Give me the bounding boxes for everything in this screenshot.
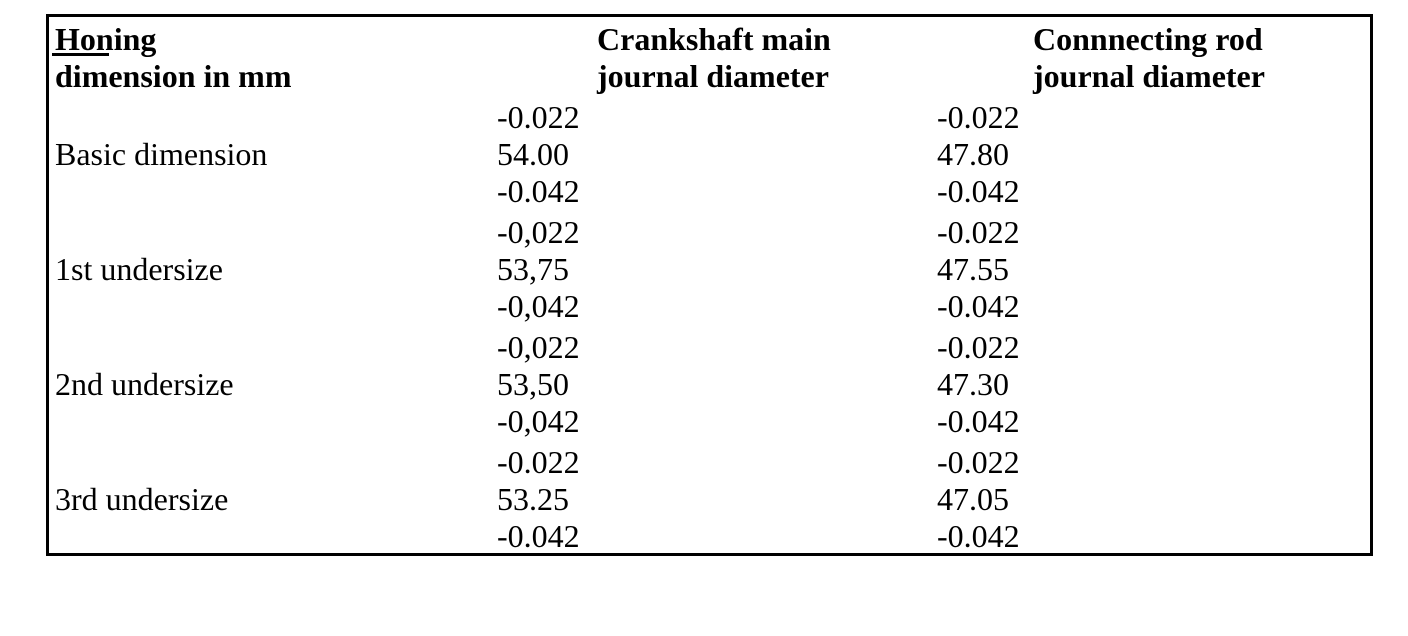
row-label-cell: 2nd undersize (49, 329, 497, 440)
main-journal-cell: -0.022 53.25 -0.042 (497, 444, 937, 555)
tolerance-upper: -0.022 (937, 444, 1020, 480)
row-label-cell: 1st undersize (49, 214, 497, 325)
diameter-value: 47.80 (937, 136, 1009, 172)
diameter-value: 47.30 (937, 366, 1009, 402)
tolerance-lower: -0,042 (497, 288, 580, 324)
table-header-row: Honing dimension in mm Crankshaft main j… (49, 21, 1370, 95)
tolerance-upper: -0.022 (937, 99, 1020, 135)
tolerance-upper: -0.022 (497, 99, 580, 135)
header-honing-line2: dimension in mm (55, 58, 292, 94)
rod-journal-cell: -0.022 47.55 -0.042 (937, 214, 1370, 325)
header-cell-honing-dimension: Honing dimension in mm (49, 21, 497, 95)
rod-journal-cell: -0.022 47.30 -0.042 (937, 329, 1370, 440)
tolerance-lower: -0.042 (937, 173, 1020, 209)
tolerance-upper: -0.022 (937, 214, 1020, 250)
tolerance-lower: -0.042 (937, 518, 1020, 554)
tolerance-lower: -0.042 (937, 403, 1020, 439)
table-row-3rd-undersize: 3rd undersize -0.022 53.25 -0.042 -0.022… (49, 444, 1370, 555)
table-row-2nd-undersize: 2nd undersize -0,022 53,50 -0,042 -0.022… (49, 329, 1370, 440)
header-crankshaft-line2: journal diameter (597, 58, 829, 94)
tolerance-lower: -0.042 (497, 173, 580, 209)
header-cell-crankshaft-main: Crankshaft main journal diameter (497, 21, 937, 95)
row-label: 1st undersize (55, 251, 223, 287)
tolerance-lower: -0,042 (497, 403, 580, 439)
header-connecting-rod-line2: journal diameter (1033, 58, 1265, 94)
diameter-value: 54.00 (497, 136, 569, 172)
tolerance-upper: -0,022 (497, 214, 580, 250)
header-honing-line1: Honing (55, 21, 157, 57)
diameter-value: 53,50 (497, 366, 569, 402)
tolerance-lower: -0.042 (497, 518, 580, 554)
table-row-1st-undersize: 1st undersize -0,022 53,75 -0,042 -0.022… (49, 214, 1370, 325)
diameter-value: 47.55 (937, 251, 1009, 287)
honing-dimensions-table: Honing dimension in mm Crankshaft main j… (46, 14, 1373, 556)
tolerance-lower: -0.042 (937, 288, 1020, 324)
row-label: 3rd undersize (55, 481, 229, 517)
row-label: Basic dimension (55, 136, 268, 172)
main-journal-cell: -0.022 54.00 -0.042 (497, 99, 937, 210)
tolerance-upper: -0,022 (497, 329, 580, 365)
row-label: 2nd undersize (55, 366, 234, 402)
honing-underline-mark (52, 53, 109, 56)
diameter-value: 53.25 (497, 481, 569, 517)
diameter-value: 47.05 (937, 481, 1009, 517)
tolerance-upper: -0.022 (937, 329, 1020, 365)
row-label-cell: 3rd undersize (49, 444, 497, 555)
table-row-basic-dimension: Basic dimension -0.022 54.00 -0.042 -0.0… (49, 99, 1370, 210)
rod-journal-cell: -0.022 47.80 -0.042 (937, 99, 1370, 210)
main-journal-cell: -0,022 53,75 -0,042 (497, 214, 937, 325)
header-connecting-rod-line1: Connnecting rod (1033, 21, 1263, 57)
rod-journal-cell: -0.022 47.05 -0.042 (937, 444, 1370, 555)
header-cell-connecting-rod: Connnecting rod journal diameter (937, 21, 1370, 95)
main-journal-cell: -0,022 53,50 -0,042 (497, 329, 937, 440)
header-crankshaft-line1: Crankshaft main (597, 21, 831, 57)
tolerance-upper: -0.022 (497, 444, 580, 480)
row-label-cell: Basic dimension (49, 99, 497, 210)
diameter-value: 53,75 (497, 251, 569, 287)
